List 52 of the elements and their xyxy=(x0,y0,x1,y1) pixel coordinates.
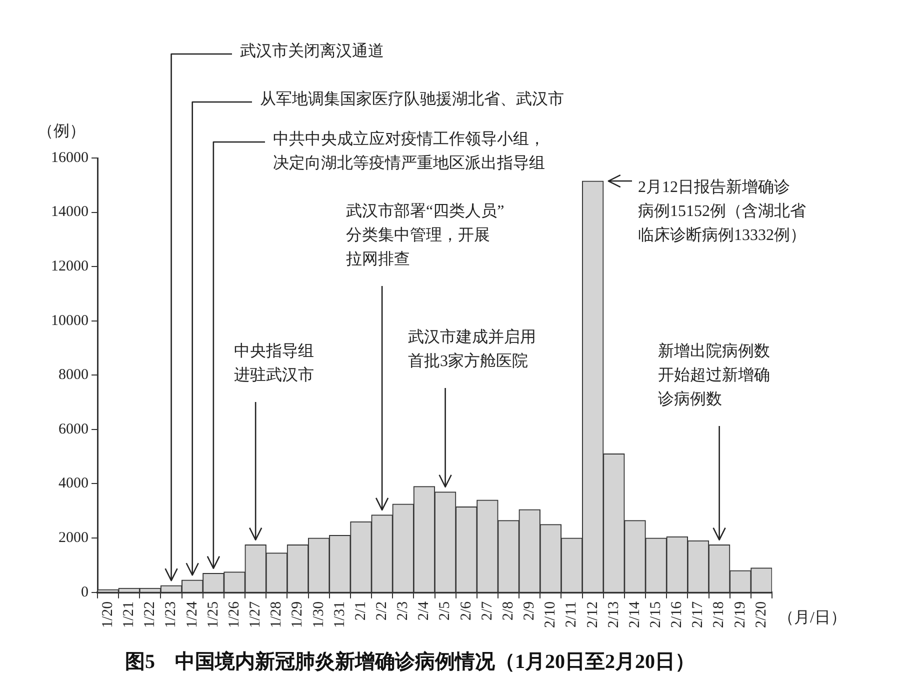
annotation: 新增出院病例数开始超过新增确诊病例数 xyxy=(658,342,770,408)
annotation: 从军地调集国家医疗队驰援湖北省、武汉市 xyxy=(260,90,564,108)
annotation: 2月12日报告新增确诊病例15152例（含湖北省临床诊断病例13332例） xyxy=(638,178,806,244)
y-tick-label: 0 xyxy=(81,584,88,600)
x-tick-label: 2/20 xyxy=(753,601,770,628)
x-tick-label: 2/7 xyxy=(479,600,496,621)
x-tick-label: 1/22 xyxy=(142,601,158,628)
x-tick-label: 2/1 xyxy=(352,601,369,621)
y-tick-label: 6000 xyxy=(58,421,88,438)
y-tick-label: 16000 xyxy=(51,150,88,166)
x-tick-label: 2/17 xyxy=(690,600,706,628)
x-tick-label: 2/16 xyxy=(669,600,686,628)
annotation: 中央指导组进驻武汉市 xyxy=(234,342,314,384)
annotation: 中共中央成立应对疫情工作领导小组，决定向湖北等疫情严重地区派出指导组 xyxy=(273,130,545,172)
x-tick-label: 2/13 xyxy=(606,601,622,628)
x-tick-label: 2/15 xyxy=(648,601,664,628)
x-tick-label: 1/25 xyxy=(205,601,222,628)
x-tick-label: 1/21 xyxy=(121,601,138,628)
y-tick-label: 8000 xyxy=(58,367,88,384)
x-tick-label: 1/20 xyxy=(100,601,116,628)
x-tick-label: 2/10 xyxy=(542,601,559,628)
y-tick-label: 2000 xyxy=(58,530,88,546)
x-tick-label: 1/30 xyxy=(310,601,327,628)
annotation: 武汉市部署“四类人员”分类集中管理，开展拉网排查 xyxy=(346,202,504,268)
x-tick-label: 2/12 xyxy=(584,601,601,628)
x-axis-title: （月/日） xyxy=(778,610,846,627)
x-tick-label: 1/29 xyxy=(290,601,306,628)
x-tick-label: 2/14 xyxy=(626,600,643,628)
x-tick-label: 2/8 xyxy=(500,601,516,621)
x-tick-label: 2/5 xyxy=(437,601,454,621)
text: 图5 中国境内新冠肺炎新增确诊病例情况（1月20日至2月20日） xyxy=(125,650,695,674)
y-tick-label: 10000 xyxy=(51,312,88,329)
y-tick-label: 14000 xyxy=(51,204,88,220)
x-tick-label: 2/2 xyxy=(374,601,390,621)
x-tick-label: 1/28 xyxy=(268,601,285,628)
x-tick-label: 2/11 xyxy=(564,601,580,628)
x-tick-label: 1/31 xyxy=(332,601,348,628)
annotation: 武汉市关闭离汉通道 xyxy=(240,42,384,60)
x-tick-label: 2/9 xyxy=(522,601,538,621)
x-tick-label: 1/27 xyxy=(248,600,264,628)
x-tick-label: 1/26 xyxy=(226,600,242,628)
x-tick-label: 1/24 xyxy=(184,600,200,628)
x-tick-label: 2/18 xyxy=(711,601,728,628)
y-axis-title: （例） xyxy=(38,123,86,140)
x-tick-label: 2/4 xyxy=(416,600,432,621)
x-tick-label: 2/6 xyxy=(458,600,474,621)
x-tick-label: 2/19 xyxy=(732,601,748,628)
x-tick-label: 2/3 xyxy=(395,601,412,621)
y-tick-label: 4000 xyxy=(58,476,88,492)
annotation: 武汉市建成并启用首批3家方舱医院 xyxy=(408,328,536,370)
x-tick-label: 1/23 xyxy=(163,601,180,628)
y-tick-label: 12000 xyxy=(51,258,88,275)
